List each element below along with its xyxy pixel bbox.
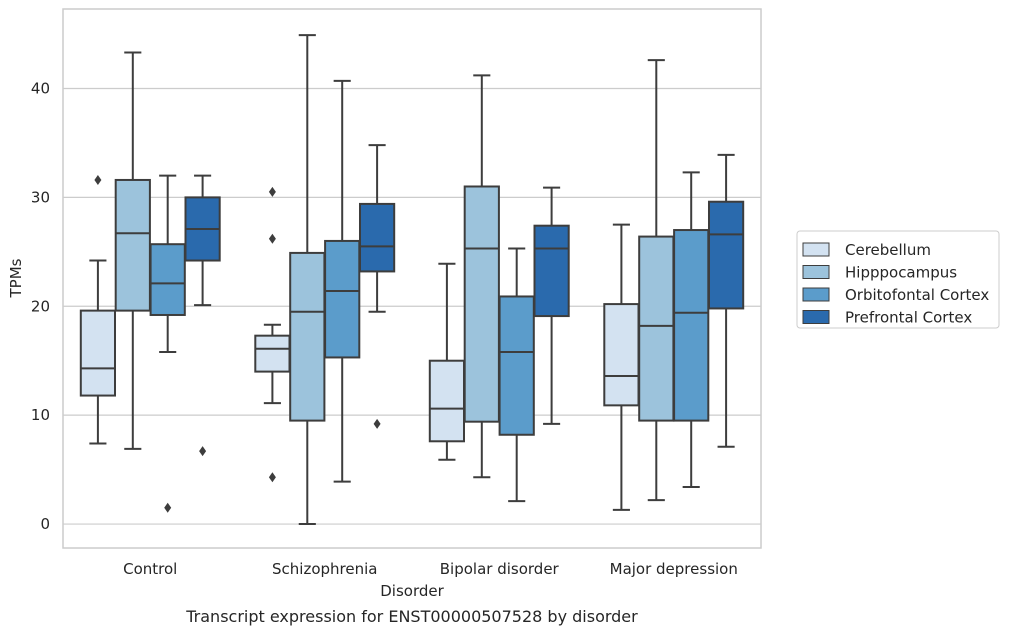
box-1-0: [254, 334, 291, 373]
outlier-point: [94, 174, 102, 185]
box-1-2: [324, 239, 361, 359]
legend-swatch: [802, 310, 830, 324]
legend-label: Orbitofontal Cortex: [845, 286, 989, 304]
x-axis-label: Disorder: [380, 582, 444, 600]
box-2-1: [463, 185, 500, 423]
y-axis-label: TPMs: [7, 258, 25, 298]
box-3-1: [638, 235, 675, 422]
legend-label: Prefrontal Cortex: [845, 309, 972, 327]
x-tick-label: Schizophrenia: [272, 560, 377, 578]
box-2-2: [498, 295, 535, 436]
outlier-point: [268, 233, 276, 244]
box-1-3: [358, 202, 396, 273]
box-2-0: [428, 359, 466, 443]
outlier-point: [199, 446, 207, 457]
outlier-point: [164, 502, 172, 513]
box-0-0: [79, 309, 117, 397]
x-axis-ticks: Control Schizophrenia Bipolar disorder Majo…: [123, 560, 738, 578]
plot-frame: [62, 8, 762, 549]
y-tick-label: 40: [31, 79, 50, 97]
box-0-2: [149, 243, 186, 316]
y-tick-label: 10: [31, 406, 50, 424]
legend: Cerebellum Hipppocampus Orbitofontal Corte…: [796, 230, 1000, 329]
box-0-1: [114, 178, 151, 312]
legend-label: Cerebellum: [845, 241, 931, 259]
y-tick-label: 20: [31, 297, 50, 315]
x-tick-label: Bipolar disorder: [440, 560, 560, 578]
y-axis-ticks: 0 10 20 30 40: [31, 79, 50, 533]
legend-swatch: [802, 287, 830, 302]
box-3-3: [707, 200, 745, 310]
legend-swatch: [802, 265, 830, 279]
legend-swatch: [802, 242, 830, 257]
x-tick-label: Major depression: [610, 560, 738, 578]
box-3-2: [673, 229, 710, 422]
outlier-point: [268, 472, 276, 483]
chart-caption: Transcript expression for ENST0000050752…: [185, 607, 638, 626]
outlier-point: [268, 186, 276, 197]
x-tick-label: Control: [123, 560, 177, 578]
y-tick-label: 30: [31, 188, 50, 206]
box-2-3: [533, 224, 570, 318]
legend-label: Hipppocampus: [845, 264, 957, 282]
legend-frame: [796, 230, 1000, 329]
y-tick-label: 0: [40, 515, 50, 533]
box-1-1: [289, 251, 326, 422]
outlier-point: [373, 418, 381, 429]
box-3-0: [603, 303, 640, 407]
plot-area: [79, 34, 745, 526]
